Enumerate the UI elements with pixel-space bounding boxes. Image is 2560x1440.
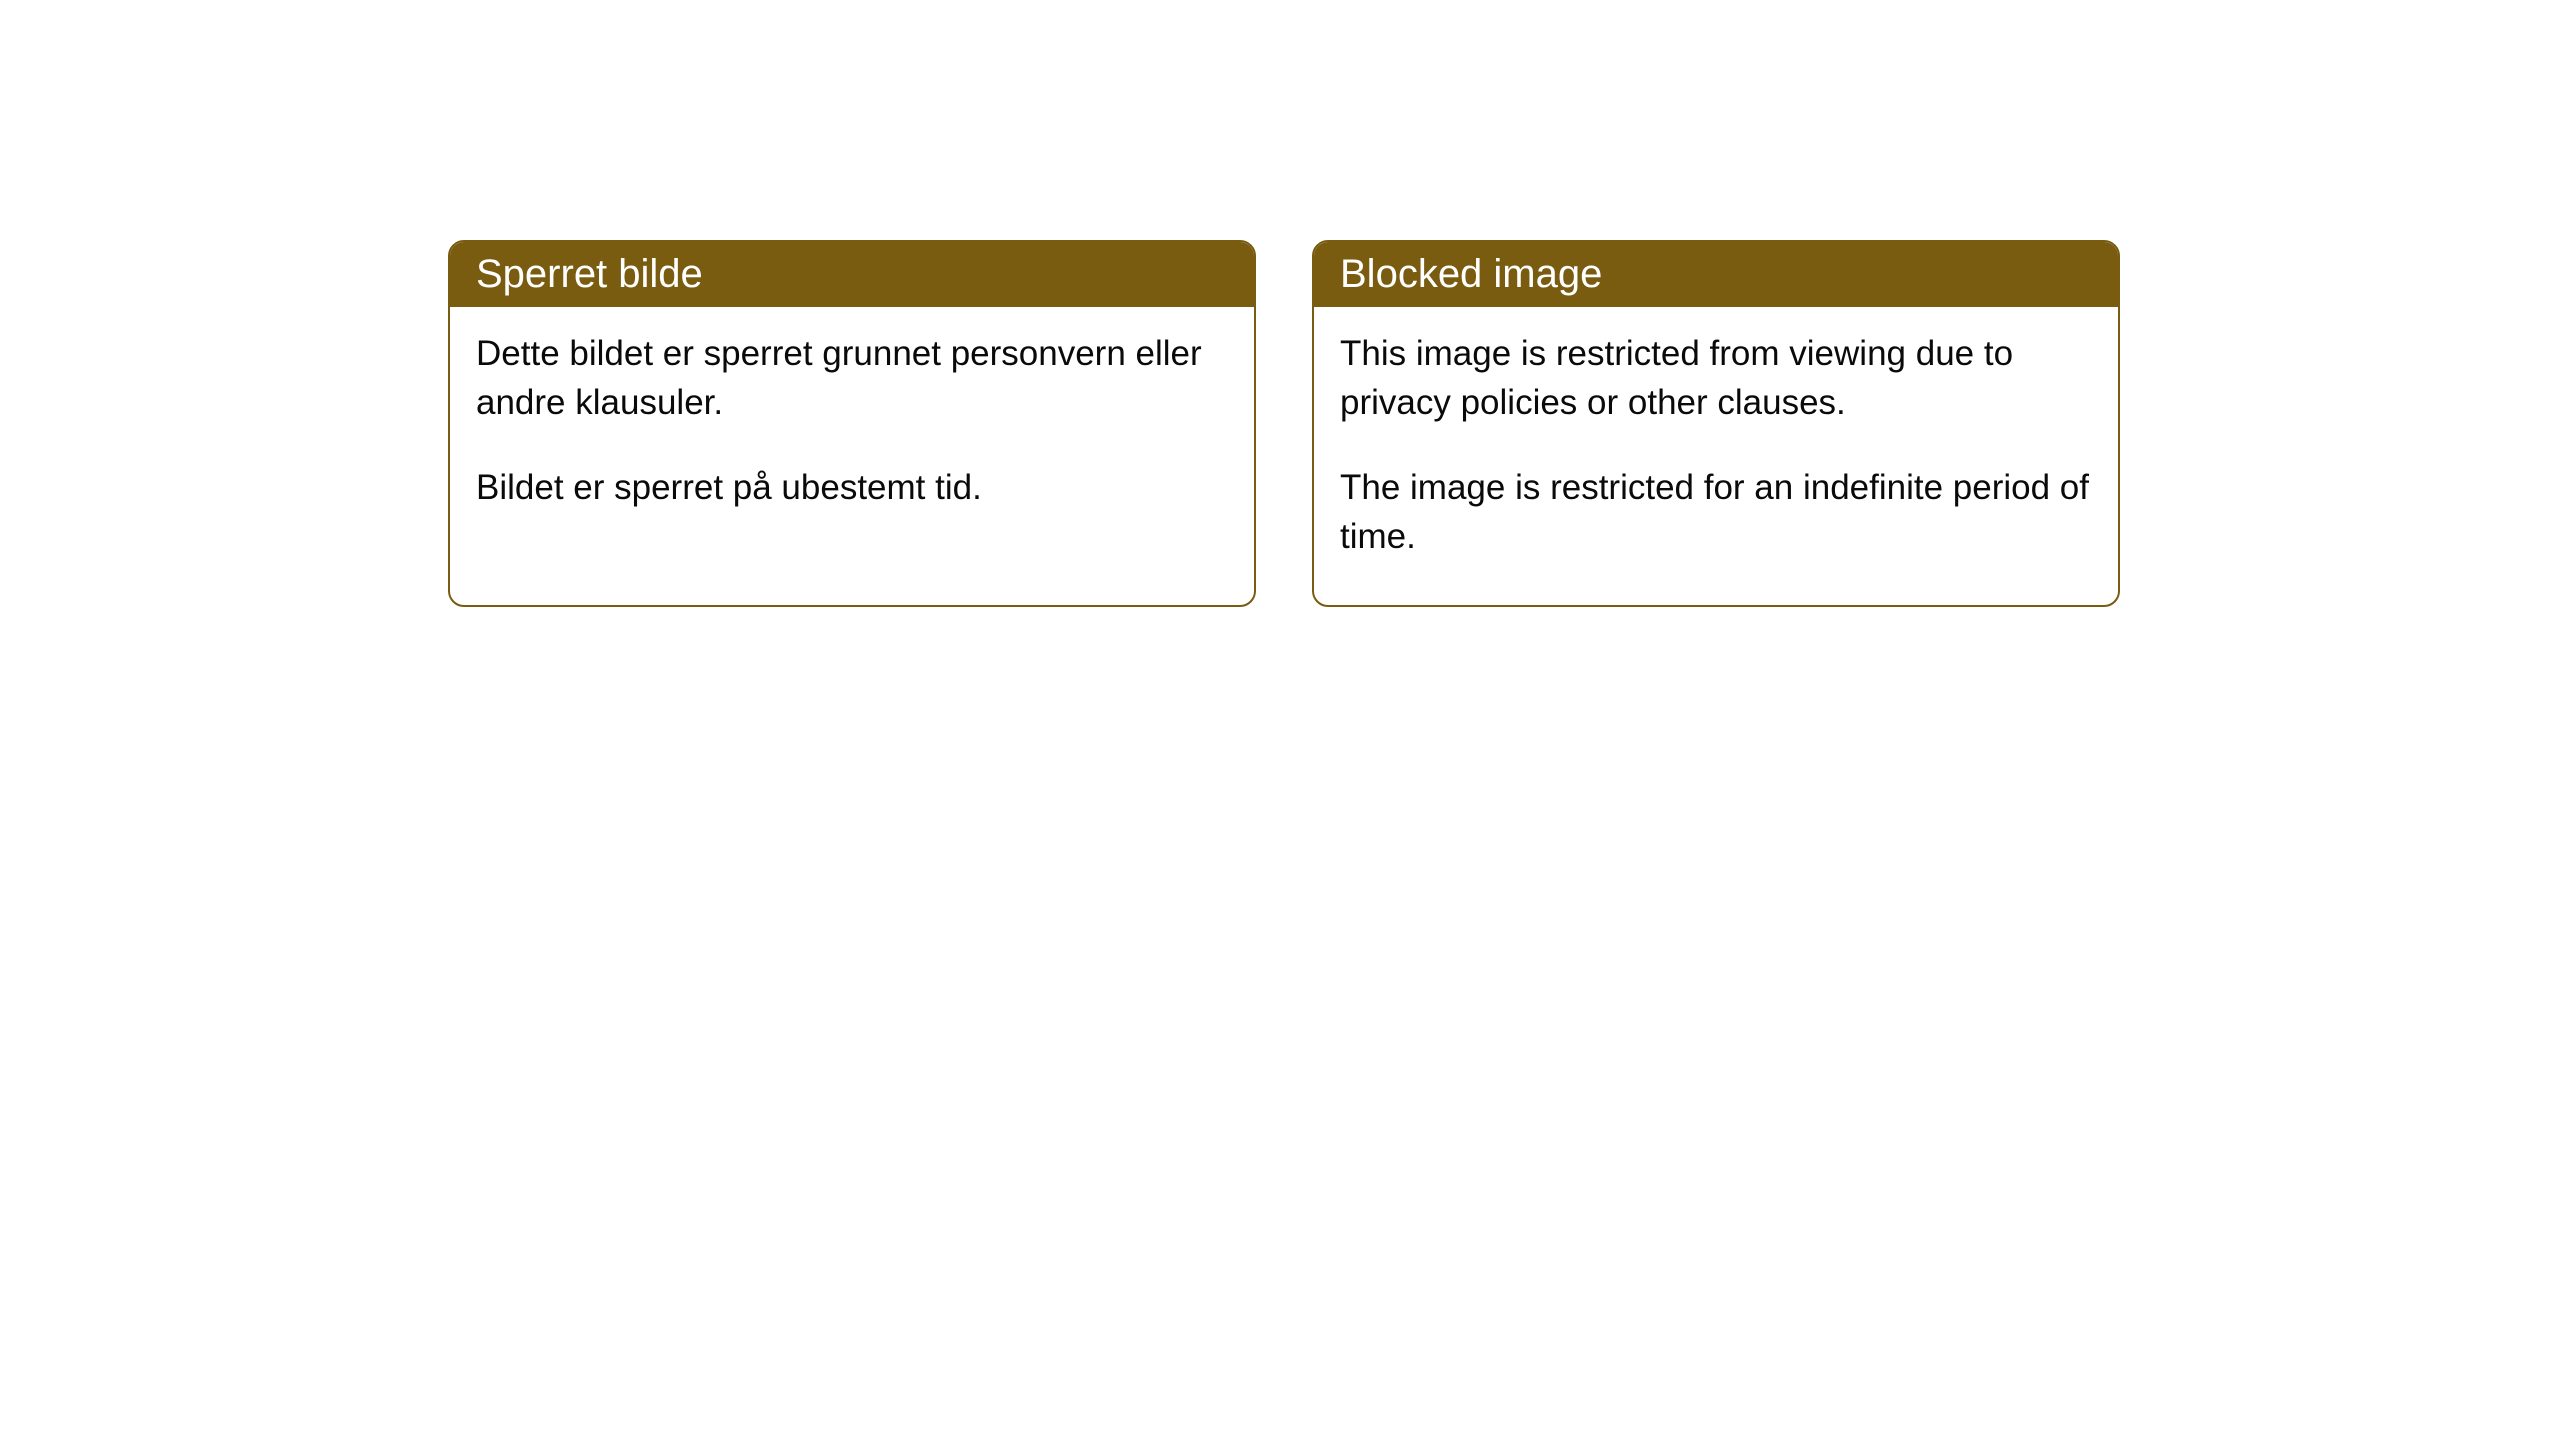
notice-body: Dette bildet er sperret grunnet personve… xyxy=(450,307,1254,556)
notice-card-english: Blocked image This image is restricted f… xyxy=(1312,240,2120,607)
notice-paragraph-1: Dette bildet er sperret grunnet personve… xyxy=(476,329,1228,427)
notice-card-norwegian: Sperret bilde Dette bildet er sperret gr… xyxy=(448,240,1256,607)
notice-title: Sperret bilde xyxy=(476,252,703,296)
notice-title: Blocked image xyxy=(1340,252,1602,296)
notice-paragraph-2: The image is restricted for an indefinit… xyxy=(1340,463,2092,561)
notice-paragraph-1: This image is restricted from viewing du… xyxy=(1340,329,2092,427)
notice-card-container: Sperret bilde Dette bildet er sperret gr… xyxy=(448,240,2120,607)
notice-paragraph-2: Bildet er sperret på ubestemt tid. xyxy=(476,463,1228,512)
notice-header: Sperret bilde xyxy=(450,242,1254,307)
notice-body: This image is restricted from viewing du… xyxy=(1314,307,2118,605)
notice-header: Blocked image xyxy=(1314,242,2118,307)
